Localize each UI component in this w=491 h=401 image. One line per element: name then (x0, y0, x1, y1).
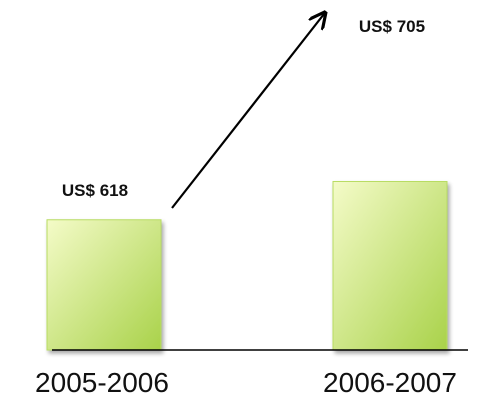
category-label-2005-2006: 2005-2006 (35, 367, 169, 398)
value-label-2006-2007: US$ 705 (359, 17, 425, 36)
category-label-2006-2007: 2006-2007 (323, 367, 457, 398)
bar-2005-2006 (46, 219, 162, 351)
value-label-2005-2006: US$ 618 (62, 181, 128, 200)
bar-2006-2007 (332, 180, 448, 351)
trend-arrow (171, 14, 324, 209)
